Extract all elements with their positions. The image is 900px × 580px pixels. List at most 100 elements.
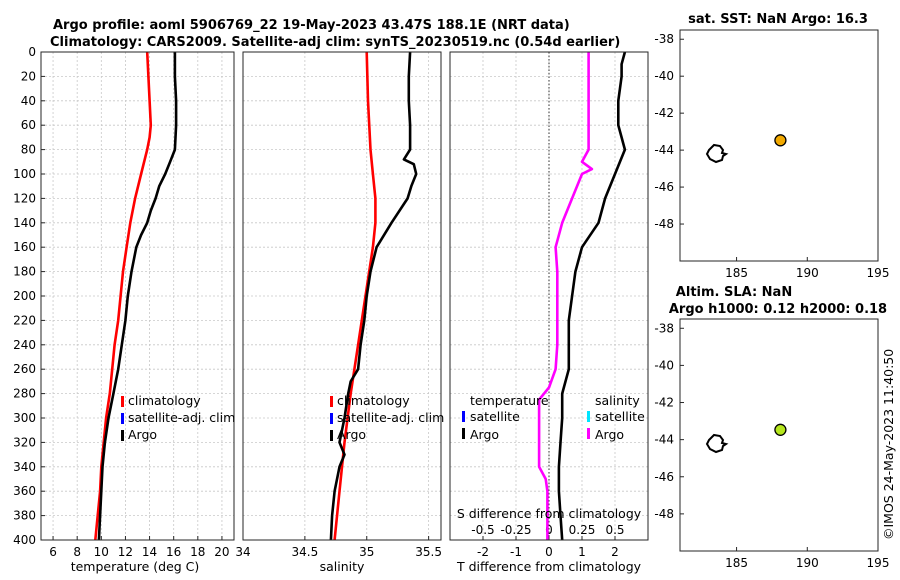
legend-label-climatology: climatology: [337, 393, 410, 408]
x-tick-label: 16: [166, 545, 181, 559]
depth-tick-label: 240: [13, 338, 36, 352]
x-tick-label: 10: [94, 545, 109, 559]
lat-tick-label: -46: [654, 180, 674, 194]
legend-swatch-satellite-clim: [330, 413, 333, 424]
salinity-x-ticks: 34 34.5 35 35.5: [235, 536, 442, 559]
lon-tick-label: 185: [725, 266, 748, 280]
legend-swatch-argo: [330, 430, 333, 441]
legend-label-t-argo: Argo: [470, 427, 499, 442]
x-tick-label: 6: [49, 545, 57, 559]
difference-xlabel: T difference from climatology: [456, 559, 642, 574]
depth-tick-label: 400: [13, 533, 36, 547]
depth-tick-label: 140: [13, 216, 36, 230]
x-tick-label: 14: [142, 545, 157, 559]
legend-label-satellite-clim: satellite-adj. clim: [128, 410, 235, 425]
argo-float-marker: [774, 423, 787, 436]
sla-map-title2: Argo h1000: 0.12 h2000: 0.18: [669, 302, 887, 317]
sla-map-title: Altim. SLA: NaN: [676, 285, 792, 300]
salinity-xlabel: salinity: [320, 559, 365, 574]
x-tick-label: 34: [235, 545, 250, 559]
temperature-series: [94, 51, 178, 541]
x-tick-label: 0: [545, 545, 553, 559]
depth-tick-label: 280: [13, 387, 36, 401]
depth-tick-label: 320: [13, 435, 36, 449]
salinity-panel: 34 34.5 35 35.5 salinity climatology satell…: [235, 51, 444, 574]
sla-map-points: [774, 423, 787, 436]
salinity-series: [329, 51, 418, 541]
x-tick-label: 12: [118, 545, 133, 559]
lat-tick-label: -48: [654, 507, 674, 521]
depth-tick-label: 60: [21, 118, 36, 132]
legend-label-climatology: climatology: [128, 393, 201, 408]
depth-tick-label: 20: [21, 69, 36, 83]
legend-label-s-argo: Argo: [595, 427, 624, 442]
lat-tick-label: -48: [654, 217, 674, 231]
salinity-axes-box: [242, 51, 442, 541]
legend-swatch-satellite-clim: [121, 413, 124, 424]
x-tick-label: -1: [510, 545, 522, 559]
x-tick-label: 20: [214, 545, 229, 559]
chatham-island-coastline: [705, 433, 729, 454]
difference-panel: -2 -1 0 1 2 -0.5 -0.25 0 0.25 0.5 T difference f…: [449, 51, 649, 574]
lon-tick-label: 195: [867, 556, 890, 570]
legend-label-satellite-clim: satellite-adj. clim: [337, 410, 444, 425]
depth-tick-label: 300: [13, 411, 36, 425]
legend-swatch-argo: [121, 430, 124, 441]
difference-legend-temperature: temperature satellite Argo: [462, 393, 549, 442]
lon-tick-label: 190: [796, 556, 819, 570]
depth-tick-label: 80: [21, 143, 36, 157]
lat-tick-label: -40: [654, 358, 674, 372]
legend-title-salinity: salinity: [595, 393, 640, 408]
depth-tick-label: 220: [13, 313, 36, 327]
sst-map-title: sat. SST: NaN Argo: 16.3: [688, 12, 868, 27]
lat-tick-label: -38: [654, 321, 674, 335]
depth-tick-label: 360: [13, 484, 36, 498]
temperature-x-ticks: 6 8 10 12 14 16 18 20: [49, 536, 230, 559]
sst-map-points: [774, 134, 787, 147]
legend-label-argo: Argo: [337, 427, 366, 442]
temperature-axes-box: [40, 51, 235, 541]
legend-swatch-climatology: [330, 396, 333, 407]
lat-tick-label: -44: [654, 433, 674, 447]
sst-map-axes-box: [679, 29, 879, 262]
sla-map-panel: Altim. SLA: NaN Argo h1000: 0.12 h2000: …: [654, 285, 889, 570]
s-tick-label: 0.25: [569, 523, 596, 537]
sst-map-ticks: 185 190 195 -38 -40 -42 -44 -46 -48: [654, 32, 889, 280]
legend-swatch-t-satellite: [462, 411, 465, 422]
series-line-s-difference-argo-: [537, 52, 594, 540]
legend-swatch-t-argo: [462, 428, 465, 439]
s-tick-label: -0.5: [471, 523, 494, 537]
legend-swatch-s-argo: [587, 428, 590, 439]
temperature-legend: climatology satellite-adj. clim Argo: [121, 393, 235, 442]
difference-s-ticks: -0.5 -0.25 0 0.25 0.5: [471, 523, 624, 537]
temperature-panel: 0 20 40 60 80 100 120 140 160 180 200 220 240 260 280 3…: [13, 45, 235, 574]
chatham-island-coastline: [705, 143, 729, 164]
difference-xlabel2: S difference from climatology: [457, 506, 642, 521]
lat-tick-label: -40: [654, 69, 674, 83]
x-tick-label: 2: [611, 545, 619, 559]
temperature-depth-ticks: 0 20 40 60 80 100 120 140 160 180 200 220 240 260 280 3…: [13, 45, 45, 547]
lat-tick-label: -38: [654, 32, 674, 46]
difference-x-ticks: -2 -1 0 1 2: [477, 536, 619, 559]
series-line-climatology: [333, 51, 377, 541]
lat-tick-label: -42: [654, 396, 674, 410]
sla-map-axes-box: [679, 318, 879, 552]
depth-tick-label: 160: [13, 240, 36, 254]
x-tick-label: -2: [477, 545, 489, 559]
lon-tick-label: 190: [796, 266, 819, 280]
series-line-argo: [329, 51, 418, 541]
difference-legend-salinity: salinity satellite Argo: [587, 393, 645, 442]
depth-tick-label: 260: [13, 362, 36, 376]
x-tick-label: 1: [578, 545, 586, 559]
lon-tick-label: 195: [867, 266, 890, 280]
lat-tick-label: -44: [654, 143, 674, 157]
depth-tick-label: 120: [13, 191, 36, 205]
difference-axes-box: [449, 51, 649, 541]
depth-tick-label: 100: [13, 167, 36, 181]
x-tick-label: 8: [73, 545, 81, 559]
depth-tick-label: 40: [21, 94, 36, 108]
sst-map-panel: sat. SST: NaN Argo: 16.3 185 190 195 -38 -40…: [654, 12, 889, 280]
legend-label-t-satellite: satellite: [470, 409, 520, 424]
x-tick-label: 35: [359, 545, 374, 559]
